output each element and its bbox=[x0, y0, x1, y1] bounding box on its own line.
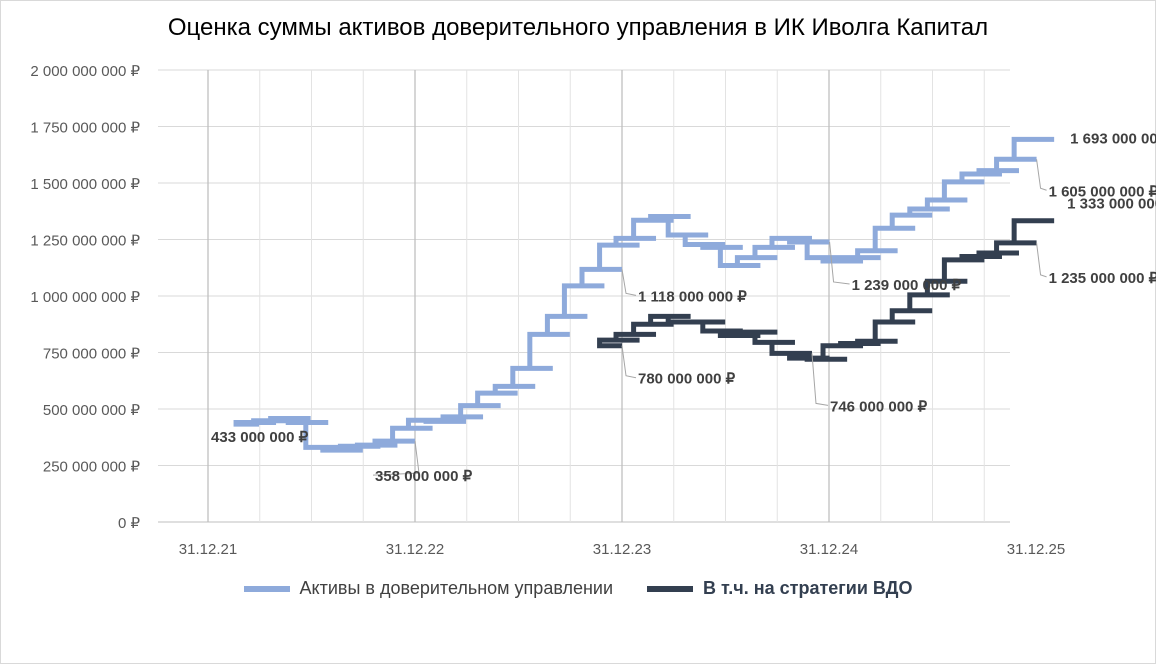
annotation-leader bbox=[811, 353, 829, 406]
data-label: 746 000 000 ₽ bbox=[830, 398, 928, 415]
x-tick-label: 31.12.25 bbox=[1007, 541, 1065, 558]
annotation-leader bbox=[1036, 159, 1047, 191]
series-line-0 bbox=[233, 136, 1055, 453]
legend-label-vdo: В т.ч. на стратегии ВДО bbox=[703, 578, 913, 598]
legend-label-assets: Активы в доверительном управлении bbox=[299, 578, 614, 598]
data-label: 1 118 000 000 ₽ bbox=[638, 288, 747, 305]
chart-title: Оценка суммы активов доверительного упра… bbox=[167, 14, 989, 41]
legend: Активы в доверительном управлении В т.ч.… bbox=[0, 578, 1156, 599]
y-tick-label: 0 ₽ bbox=[118, 515, 141, 532]
data-label: 780 000 000 ₽ bbox=[638, 371, 736, 388]
annotation-leader bbox=[621, 345, 637, 379]
y-tick-label: 250 000 000 ₽ bbox=[43, 459, 141, 476]
y-tick-label: 2 000 000 000 ₽ bbox=[30, 63, 140, 80]
legend-item-vdo: В т.ч. на стратегии ВДО bbox=[647, 578, 913, 599]
series-line-1 bbox=[597, 218, 1055, 362]
x-tick-label: 31.12.22 bbox=[386, 541, 444, 558]
data-label: 1 235 000 000 ₽ bbox=[1049, 270, 1156, 287]
data-label: 1 693 000 000 ₽ bbox=[1070, 130, 1156, 147]
data-label: 433 000 000 ₽ bbox=[211, 429, 309, 446]
annotation-leader bbox=[621, 269, 637, 296]
y-tick-label: 1 250 000 000 ₽ bbox=[30, 233, 140, 250]
x-tick-label: 31.12.21 bbox=[179, 541, 237, 558]
annotation-leader bbox=[829, 241, 850, 285]
y-tick-label: 1 750 000 000 ₽ bbox=[30, 120, 140, 137]
data-label: 1 333 000 000 ₽ bbox=[1067, 196, 1156, 213]
annotation-leader bbox=[1036, 242, 1047, 278]
y-tick-label: 750 000 000 ₽ bbox=[43, 346, 141, 363]
legend-swatch-vdo bbox=[647, 585, 694, 592]
legend-swatch-assets bbox=[243, 585, 290, 592]
data-label: 1 605 000 000 ₽ bbox=[1049, 183, 1156, 200]
y-tick-label: 1 000 000 000 ₽ bbox=[30, 289, 140, 306]
y-tick-label: 1 500 000 000 ₽ bbox=[30, 176, 140, 193]
y-tick-label: 500 000 000 ₽ bbox=[43, 402, 141, 419]
annotation-leader bbox=[372, 441, 420, 476]
x-tick-label: 31.12.24 bbox=[800, 541, 858, 558]
data-label: 1 239 000 000 ₽ bbox=[852, 277, 962, 294]
x-tick-label: 31.12.23 bbox=[593, 541, 651, 558]
data-label: 358 000 000 ₽ bbox=[375, 468, 473, 485]
legend-item-assets: Активы в доверительном управлении bbox=[243, 578, 614, 599]
